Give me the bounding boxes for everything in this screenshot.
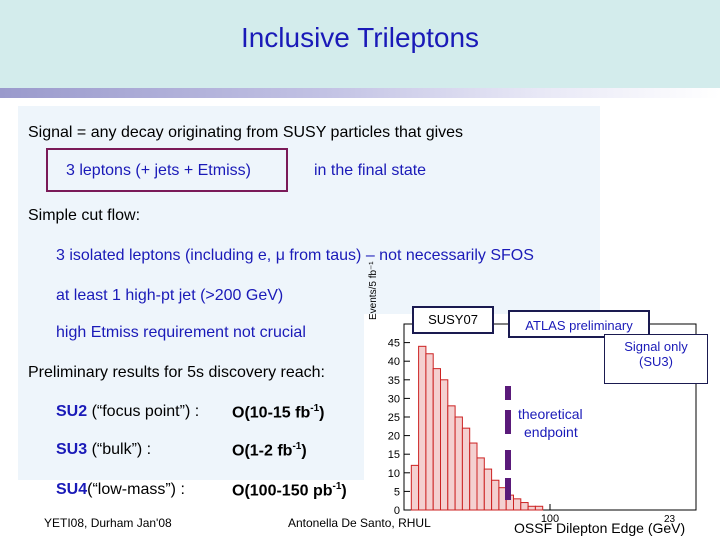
slide-title: Inclusive Trileptons: [240, 22, 480, 53]
reach-su3: O(1-2 fb-1): [232, 441, 307, 460]
y-tick-label: 45: [388, 338, 400, 350]
reach-su4: O(100-150 pb-1): [232, 481, 347, 500]
histogram-bar: [513, 498, 522, 511]
signal-line: Signal = any decay originating from SUSY…: [28, 124, 464, 141]
final-state-text: in the final state: [314, 162, 427, 179]
y-tick-label: 10: [388, 468, 400, 480]
histogram-bar: [520, 502, 529, 511]
cut-item: at least 1 high-pt jet (>200 GeV): [56, 287, 284, 304]
header-band: [0, 0, 720, 88]
endpoint-marker: [505, 450, 511, 470]
y-tick-label: 0: [394, 505, 400, 517]
y-tick-label: 20: [388, 431, 400, 443]
histogram-bar: [483, 468, 493, 511]
histogram-bar: [476, 457, 485, 511]
y-tick-label: 35: [388, 375, 400, 387]
cut-item: high Etmiss requirement not crucial: [56, 324, 306, 341]
cut-flow-heading: Simple cut flow:: [28, 207, 141, 224]
annotation-endpoint: endpoint: [524, 424, 578, 440]
result-su2: SU2 (“focus point”) :: [56, 403, 200, 420]
histogram-plot: 45 40 35 30 25 20 15 10 5 0 100: [364, 314, 720, 540]
x-tick-label: 100: [541, 513, 559, 525]
histogram-bar: [527, 505, 536, 511]
y-tick-label: 25: [388, 412, 400, 424]
y-tick-label: 15: [388, 449, 400, 461]
result-su3: SU3 (“bulk”) :: [56, 441, 152, 458]
histogram-bar: [447, 405, 456, 511]
header-rule: [0, 88, 720, 98]
susy-label: SUSY07: [412, 306, 494, 334]
histogram-bar: [461, 427, 471, 511]
results-heading: Preliminary results for 5s discovery rea…: [28, 364, 325, 381]
cut-item: 3 isolated leptons (including e, μ from …: [56, 247, 534, 264]
histogram-bar: [454, 416, 463, 511]
y-tick-label: 30: [388, 393, 400, 405]
histogram-bar: [440, 379, 449, 511]
y-axis-label: Events/5 fb⁻¹: [368, 261, 379, 320]
y-tick-label: 5: [394, 486, 400, 498]
footer-author: Antonella De Santo, RHUL: [288, 516, 431, 530]
signal-legend: Signal only (SU3): [604, 334, 708, 384]
histogram-bar: [418, 345, 427, 511]
histogram-bar: [410, 464, 420, 511]
histogram-bar: [491, 479, 500, 511]
histogram-bar: [534, 505, 544, 511]
atlas-label: ATLAS preliminary: [508, 310, 650, 338]
endpoint-marker: [505, 478, 511, 500]
boxed-phrase: 3 leptons (+ jets + Etmiss): [66, 162, 251, 179]
endpoint-marker: [505, 410, 511, 434]
page-number: 23: [664, 514, 676, 525]
footer-event: YETI08, Durham Jan'08: [44, 516, 172, 530]
histogram-bar: [432, 368, 441, 511]
histogram-bar: [469, 442, 478, 511]
y-tick-label: 40: [388, 356, 400, 368]
reach-su2: O(10-15 fb-1): [232, 403, 325, 422]
highlight-box: [46, 148, 288, 192]
result-su4: SU4(“low-mass”) :: [56, 481, 185, 498]
endpoint-marker: [505, 386, 511, 400]
annotation-theoretical: theoretical: [518, 406, 583, 422]
histogram-bar: [425, 353, 434, 511]
x-axis-label: OSSF Dilepton Edge (GeV): [514, 520, 686, 536]
